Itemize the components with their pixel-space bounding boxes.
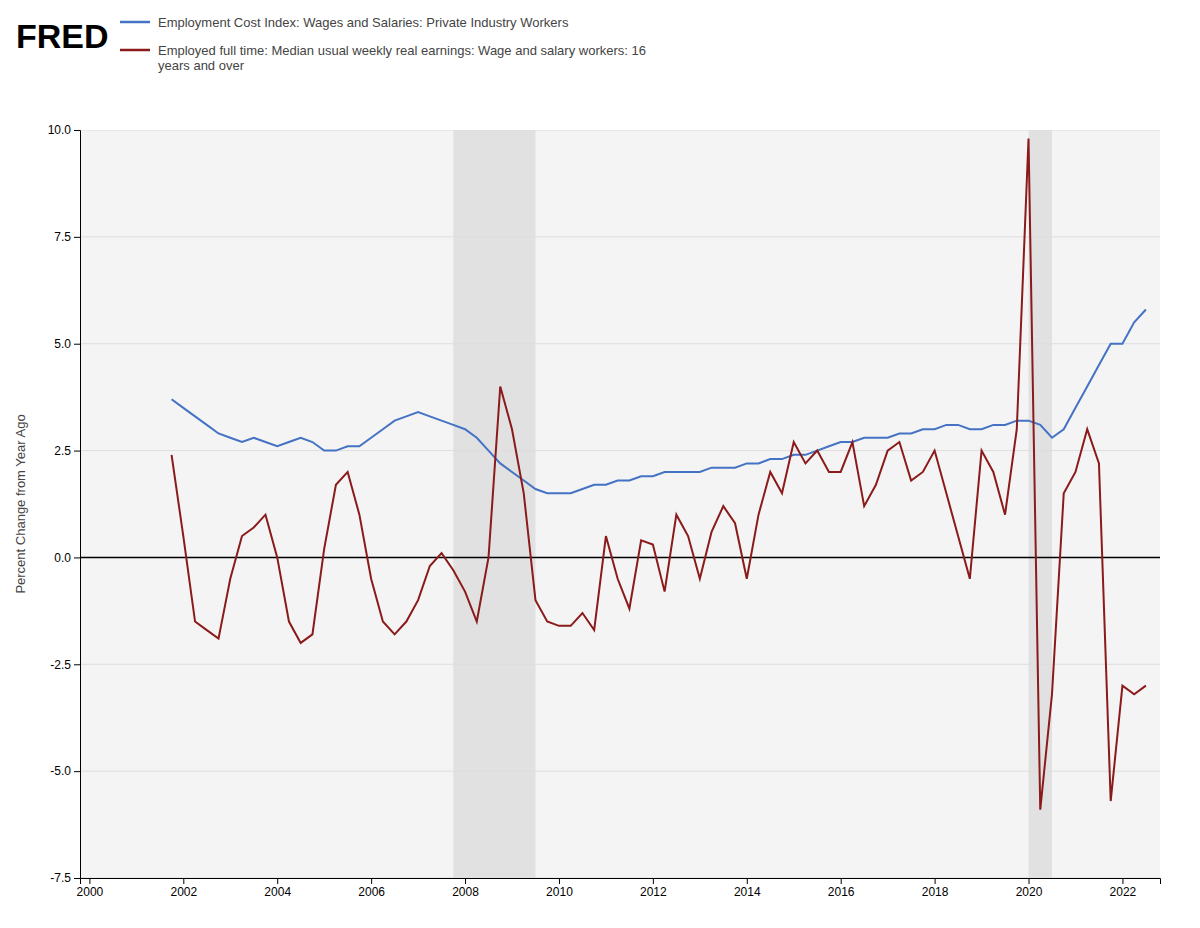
y-tick-mark [74, 771, 80, 772]
y-tick: -5.0 [50, 764, 80, 778]
x-tick: 2012 [640, 878, 667, 899]
header: FRED Employment Cost Index: Wages and Sal… [16, 15, 646, 74]
y-tick-label: -5.0 [50, 764, 71, 778]
x-tick-mark [935, 878, 936, 884]
grid-line [80, 771, 1160, 772]
x-tick: 2018 [922, 878, 949, 899]
x-tick-label: 2016 [828, 885, 855, 899]
y-tick-label: -2.5 [50, 658, 71, 672]
legend-swatch [120, 21, 150, 24]
x-tick-label: 2010 [546, 885, 573, 899]
y-tick-mark [74, 130, 80, 131]
y-axis: -7.5 -5.0 -2.5 0.0 2.5 5.0 7.5 10.0 [48, 123, 81, 885]
x-tick-label: 2008 [452, 885, 479, 899]
y-tick-mark [74, 878, 80, 879]
x-tick-mark [653, 878, 654, 884]
x-tick-label: 2020 [1016, 885, 1043, 899]
y-tick: 10.0 [48, 123, 80, 137]
grid-line [80, 236, 1160, 237]
grid-line [80, 664, 1160, 665]
logo-text: FRED [16, 17, 109, 55]
y-tick-mark [74, 557, 80, 558]
x-tick-mark [559, 878, 560, 884]
legend-label-line: Employment Cost Index: Wages and Salarie… [158, 15, 569, 30]
x-tick-label: 2006 [358, 885, 385, 899]
grid [80, 130, 1160, 878]
x-tick: 2002 [170, 878, 197, 899]
y-tick: -2.5 [50, 658, 80, 672]
x-tick: 2014 [734, 878, 761, 899]
recession-band [453, 130, 535, 878]
y-tick: 7.5 [54, 230, 80, 244]
legend-label: Employed full time: Median usual weekly … [158, 43, 646, 74]
y-tick-mark [74, 237, 80, 238]
legend-swatch [120, 49, 150, 52]
marks [80, 130, 1160, 878]
x-tick: 2022 [1110, 878, 1137, 899]
x-tick-mark [1029, 878, 1030, 884]
legend-item: Employment Cost Index: Wages and Salarie… [120, 15, 569, 30]
x-tick-label: 2004 [264, 885, 291, 899]
x-tick: 2006 [358, 878, 385, 899]
y-tick-label: 2.5 [54, 444, 71, 458]
x-tick-mark [841, 878, 842, 884]
y-tick-label: 0.0 [54, 551, 71, 565]
y-axis-title: Percent Change from Year Ago [13, 414, 28, 593]
y-tick-label: 5.0 [54, 337, 71, 351]
x-tick: 2020 [1016, 878, 1043, 899]
y-tick: 0.0 [54, 551, 80, 565]
y-axis-line [74, 131, 81, 879]
x-tick-label: 2002 [170, 885, 197, 899]
x-tick-mark [371, 878, 372, 884]
x-axis-line [81, 879, 1161, 885]
x-tick: 2004 [264, 878, 291, 899]
x-tick: 2010 [546, 878, 573, 899]
legend-label-line: Employed full time: Median usual weekly … [158, 43, 646, 58]
y-tick-label: 7.5 [54, 230, 71, 244]
x-tick: 2008 [452, 878, 479, 899]
x-tick-mark [747, 878, 748, 884]
y-tick-mark [74, 451, 80, 452]
grid-line [80, 130, 1160, 131]
x-tick-label: 2000 [77, 885, 104, 899]
x-tick-label: 2018 [922, 885, 949, 899]
x-tick-mark [277, 878, 278, 884]
plot: 2000 2002 2004 2006 2008 2010 2012 2014 2016 2018… [13, 123, 1161, 898]
y-tick: -7.5 [50, 871, 80, 885]
y-tick-label: 10.0 [48, 123, 72, 137]
x-tick-mark [1122, 878, 1123, 884]
x-tick-mark [465, 878, 466, 884]
y-tick-label: -7.5 [50, 871, 71, 885]
x-axis: 2000 2002 2004 2006 2008 2010 2012 2014 2016 2018… [77, 878, 1161, 899]
y-tick: 5.0 [54, 337, 80, 351]
x-tick-label: 2022 [1110, 885, 1137, 899]
x-tick: 2000 [77, 878, 104, 899]
x-tick-label: 2012 [640, 885, 667, 899]
y-tick-mark [74, 664, 80, 665]
plot-background [80, 130, 1160, 878]
grid-line [80, 343, 1160, 344]
grid-line [80, 450, 1160, 451]
series-line [172, 310, 1146, 494]
x-tick: 2016 [828, 878, 855, 899]
legend-label-line: years and over [158, 58, 245, 73]
x-tick-mark [89, 878, 90, 884]
zero-line [80, 557, 1160, 559]
series-line [172, 139, 1146, 810]
legend: Employment Cost Index: Wages and Salarie… [120, 15, 646, 74]
legend-label: Employment Cost Index: Wages and Salarie… [158, 15, 569, 30]
legend-item: Employed full time: Median usual weekly … [120, 43, 646, 74]
x-tick-label: 2014 [734, 885, 761, 899]
y-tick-mark [74, 344, 80, 345]
x-tick-mark [183, 878, 184, 884]
chart: FRED Employment Cost Index: Wages and Sal… [0, 0, 1200, 928]
grid-line [80, 557, 1160, 558]
grid-line [80, 878, 1160, 879]
y-tick: 2.5 [54, 444, 80, 458]
